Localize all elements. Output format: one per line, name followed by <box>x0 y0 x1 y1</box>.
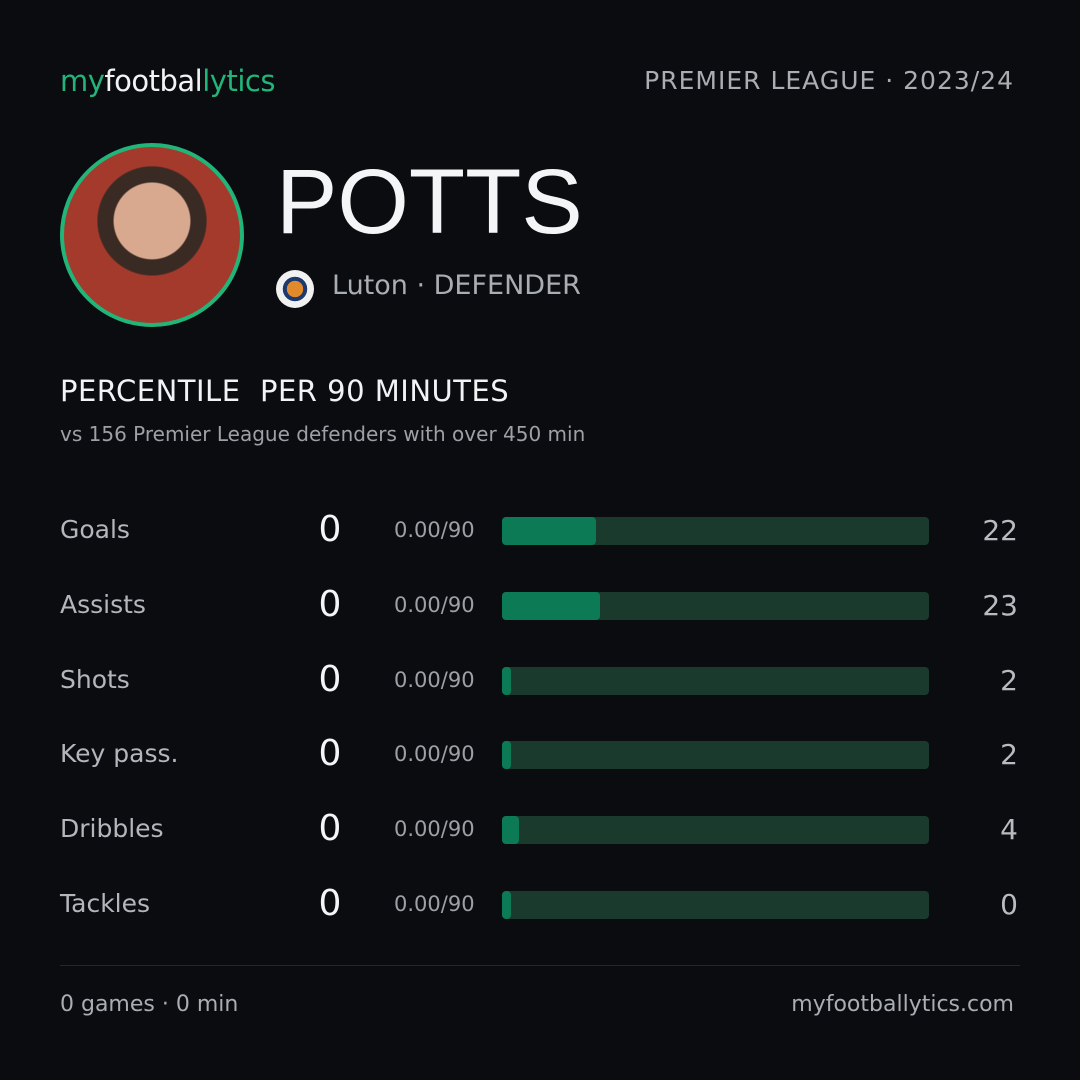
stat-total: 0 <box>318 583 342 625</box>
stat-label: Tackles <box>60 889 151 918</box>
bar-track <box>502 891 929 919</box>
stat-label: Assists <box>60 589 146 619</box>
stat-label: Dribbles <box>60 814 164 844</box>
bar <box>502 591 601 620</box>
divider <box>60 965 1020 966</box>
bar <box>502 816 520 845</box>
bar <box>502 517 596 545</box>
stat-label: Key pass. <box>60 739 179 769</box>
footer-left: 0 games · 0 min <box>60 992 239 1017</box>
per90-value: 0.00/90 <box>394 592 475 617</box>
player-name: POTTS <box>276 151 583 253</box>
section-title: PERCENTILE PER 90 MINUTES <box>60 374 510 408</box>
bar-track <box>502 517 929 545</box>
bar <box>502 741 511 770</box>
stat-total: 0 <box>318 509 342 550</box>
brand-part: footbal <box>104 64 203 98</box>
per90-value: 0.00/90 <box>394 817 475 842</box>
bar-track <box>502 591 929 620</box>
percentile-label: 2 <box>1000 663 1018 697</box>
per90-value: 0.00/90 <box>394 892 475 916</box>
bar-track <box>502 666 929 695</box>
per90-value: 0.00/90 <box>394 518 475 542</box>
stat-label: Goals <box>60 515 130 544</box>
club-crest <box>276 270 314 308</box>
percentile-label: 23 <box>982 588 1018 622</box>
stat-label: Shots <box>60 664 130 694</box>
bar-track <box>502 741 929 770</box>
per90-value: 0.00/90 <box>394 742 475 767</box>
brand-logo: myfootballytics <box>60 64 275 98</box>
brand-part: my <box>60 64 105 98</box>
percentile-label: 0 <box>1000 888 1018 921</box>
bar <box>502 666 511 695</box>
stat-total: 0 <box>318 883 342 924</box>
stat-total: 0 <box>318 808 342 850</box>
percentile-label: 4 <box>1000 813 1018 847</box>
stat-total: 0 <box>318 733 342 775</box>
percentile-label: 22 <box>982 514 1018 547</box>
bar-track <box>502 816 929 845</box>
competition: PREMIER LEAGUE · 2023/24 <box>644 66 1014 95</box>
bar-cap <box>502 891 511 919</box>
per90-value: 0.00/90 <box>394 667 475 692</box>
footer-right: myfootballytics.com <box>791 992 1014 1017</box>
club-position: Luton · DEFENDER <box>332 270 581 301</box>
stat-total: 0 <box>318 658 342 700</box>
section-subtitle: vs 156 Premier League defenders with ove… <box>60 422 586 446</box>
percentile-label: 2 <box>1000 738 1018 772</box>
player-photo <box>60 143 244 327</box>
brand-part: lytics <box>202 64 275 98</box>
